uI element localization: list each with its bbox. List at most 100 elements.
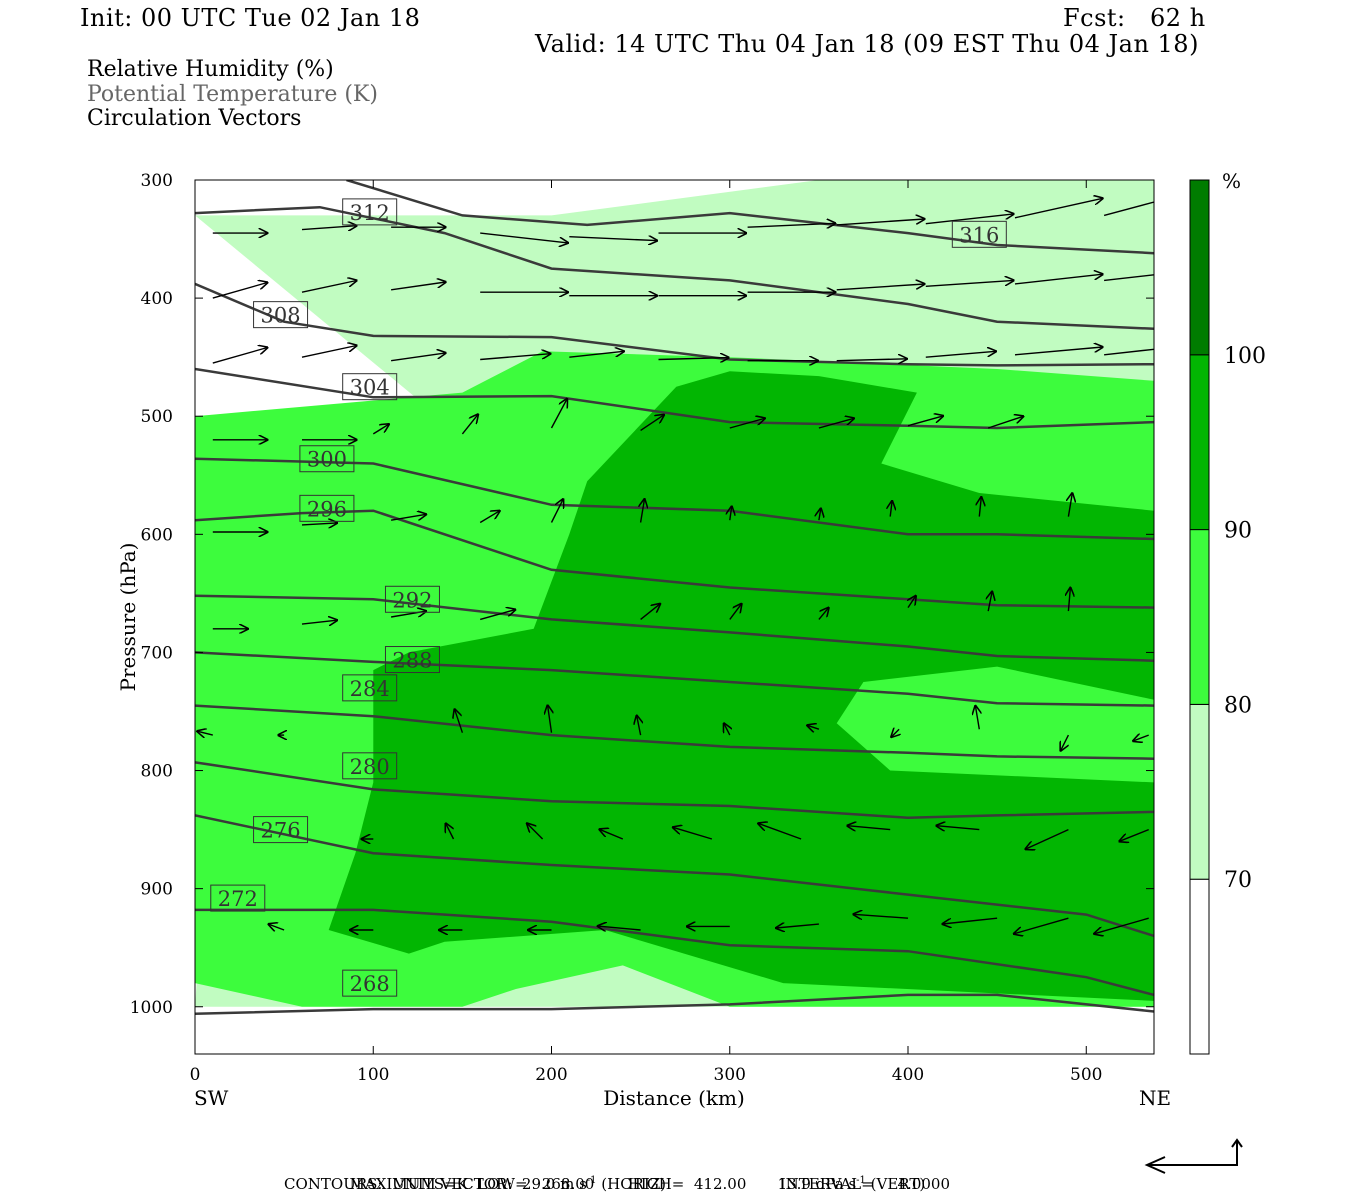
isentrope-label-box (210, 884, 266, 912)
y-axis-label: Pressure (hPa) (116, 543, 140, 692)
isentrope-label: 272 (218, 887, 258, 911)
circulation-vector (391, 282, 446, 291)
circulation-vector (979, 497, 981, 517)
circulation-vector (1133, 735, 1149, 741)
circulation-vector (479, 511, 500, 524)
isentrope-label-box (342, 752, 398, 780)
circulation-vector (391, 353, 446, 362)
y-tick-label: 700 (141, 643, 173, 663)
y-tick-label: 600 (141, 525, 173, 545)
isentrope-label: 300 (307, 448, 347, 472)
isentrope-268 (195, 993, 1154, 1016)
circulation-vector (637, 716, 641, 736)
isentrope-label-box (342, 674, 398, 702)
circulation-vector (729, 418, 765, 429)
isentrope-label-box (342, 969, 398, 997)
circulation-vector (301, 346, 357, 358)
x-tick-label: 400 (892, 1065, 924, 1085)
circulation-vector (480, 232, 568, 243)
max-vector-vert-label: (VERT) (865, 1175, 926, 1193)
isentrope-label-box (299, 445, 355, 473)
circulation-vector (301, 281, 357, 293)
isentrope-304 (195, 367, 1154, 430)
circulation-vector (1014, 347, 1103, 356)
circulation-vector (1103, 201, 1154, 217)
x-tick-label: 200 (535, 1065, 567, 1085)
isentrope-label: 308 (261, 304, 301, 328)
isentrope-280 (195, 761, 1154, 820)
init-time: Init: 00 UTC Tue 02 Jan 18 (80, 4, 421, 32)
circulation-vector (975, 706, 979, 730)
isentrope-label: 292 (392, 588, 432, 612)
circulation-vector (1068, 588, 1070, 612)
circulation-vector (987, 416, 1023, 429)
circulation-vector (1014, 274, 1103, 285)
y-tick-label: 900 (141, 880, 173, 900)
circulation-vector (925, 280, 1014, 287)
colorbar-segment (1189, 703, 1210, 880)
circulation-vector (836, 359, 907, 361)
horiz-exponent: -1 (586, 1175, 597, 1186)
y-tick-label: 400 (141, 289, 173, 309)
isentrope-308 (195, 282, 1154, 367)
isentrope-label-box (253, 816, 309, 844)
circulation-vector (640, 415, 664, 431)
max-vector-vert-value: 13.9 dPa s (777, 1175, 857, 1193)
circulation-vector (640, 604, 661, 620)
circulation-vector (908, 596, 916, 608)
circulation-vector (446, 823, 455, 840)
isentrope-label-box (299, 494, 355, 522)
vert-exponent: -1 (856, 1175, 866, 1186)
circulation-vector (480, 354, 550, 361)
circulation-vector (527, 823, 544, 840)
isentrope-316 (346, 180, 1154, 255)
isentrope-272 (195, 908, 1154, 997)
circulation-vector (730, 507, 732, 521)
circulation-vector (836, 219, 925, 226)
circulation-vector (890, 501, 892, 517)
isentrope-label: 288 (392, 649, 432, 673)
isentrope-label-box (342, 373, 398, 401)
isentrope-label: 280 (350, 755, 390, 779)
circulation-vector (269, 924, 285, 930)
max-vector-text: MAXIMUM VECTOR: 29.0 m s-1 (HORIZ) (340, 1157, 666, 1193)
rh-region-90 (328, 371, 1154, 1001)
circulation-vector (988, 592, 992, 612)
circulation-vector (1061, 734, 1070, 751)
isentrope-288 (195, 651, 1154, 707)
sw-label: SW (194, 1086, 229, 1110)
isentrope-label: 296 (307, 497, 347, 521)
circulation-vector (891, 729, 899, 737)
circulation-vector (758, 823, 802, 840)
circulation-vector (212, 283, 268, 299)
x-tick-label: 300 (714, 1065, 746, 1085)
colorbar-unit: % (1222, 169, 1241, 193)
circulation-vector (390, 514, 426, 521)
x-axis-label: Distance (km) (603, 1086, 745, 1110)
circulation-vector (550, 399, 568, 429)
circulation-vector (301, 620, 337, 624)
plot-frame (194, 179, 1155, 1055)
circulation-vector (1068, 493, 1072, 517)
isentrope-296 (195, 509, 1154, 609)
field-label-vectors: Circulation Vectors (87, 106, 302, 131)
circulation-vector (925, 351, 996, 358)
circulation-vector (729, 604, 742, 620)
circulation-vector (1104, 348, 1154, 356)
circulation-vector (569, 351, 624, 358)
circulation-vector (569, 237, 657, 241)
isentrope-label: 316 (959, 223, 999, 247)
circulation-vector (212, 348, 268, 364)
circulation-vector (847, 826, 891, 830)
circulation-vector (1094, 917, 1149, 934)
isentrope-label: 312 (350, 201, 390, 225)
circulation-vector (853, 914, 909, 918)
isentrope-276 (195, 814, 1154, 938)
circulation-vector (1119, 828, 1149, 842)
circulation-vector (197, 731, 213, 735)
circulation-vector (599, 829, 624, 840)
circulation-vector (455, 709, 464, 733)
vector-scale-icon (1144, 1138, 1243, 1174)
circulation-vector (818, 608, 829, 620)
